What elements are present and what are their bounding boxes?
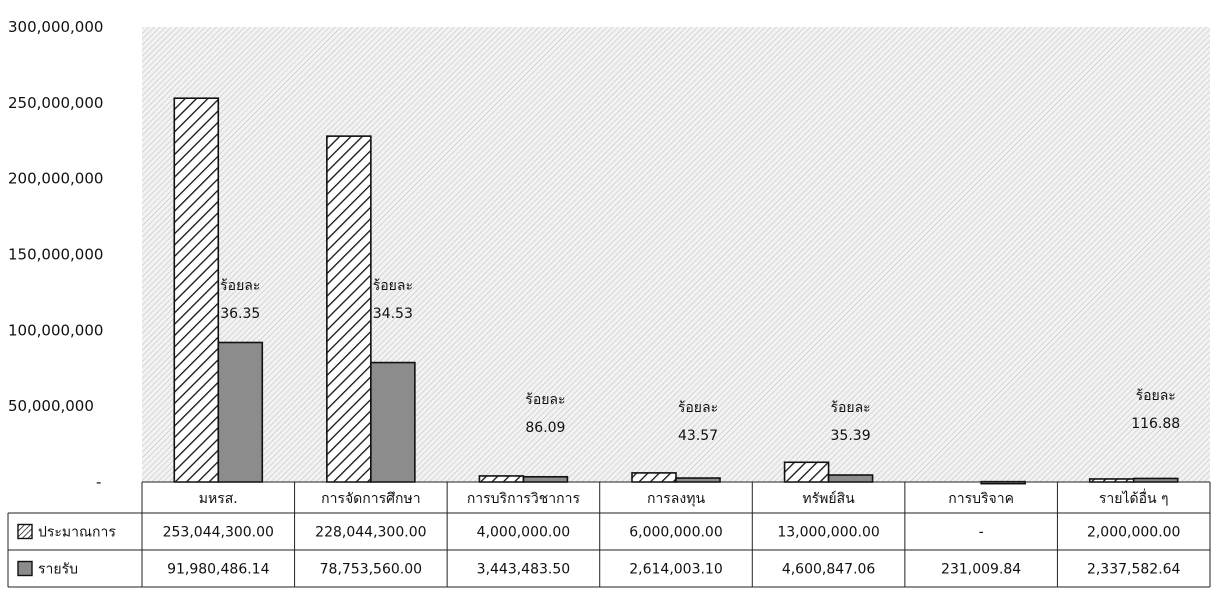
revenue-bar [370,361,416,483]
category-label: การบริจาค [948,491,1014,507]
bars [173,97,1179,485]
percent-label-value: 34.53 [373,306,413,322]
table-cell: 3,443,483.50 [477,562,571,578]
table-cell: 6,000,000.00 [629,525,723,541]
percent-label-title: ร้อยละ [1136,388,1176,404]
percent-label-title: ร้อยละ [678,400,718,416]
table-cell: 91,980,486.14 [167,562,270,578]
plot-area [142,27,1210,482]
y-tick-label: 100,000,000 [8,321,103,339]
percent-label-value: 43.57 [678,428,718,444]
table-cell: 78,753,560.00 [320,562,422,578]
percent-labels: ร้อยละ 36.35 ร้อยละ 34.53 ร้อยละ 86.09 ร้อยละ 4… [220,278,1180,444]
category-label: ทรัพย์สิน [802,490,855,507]
revenue-bar [675,477,721,483]
table-cell: 2,614,003.10 [629,562,723,578]
table-cell: 13,000,000.00 [777,525,879,541]
percent-label-title: ร้อยละ [525,392,565,408]
revenue-bar [1132,477,1179,483]
y-tick-label: 50,000,000 [8,397,94,415]
y-tick-label: 200,000,000 [8,170,103,188]
budget-bar [326,135,372,483]
category-label: การบริการวิชาการ [467,491,581,507]
percent-label-value: 116.88 [1131,416,1180,432]
category-label: รายได้อื่น ๆ [1099,489,1169,507]
percent-label-title: ร้อยละ [220,278,260,294]
category-label: การจัดการศึกษา [321,491,420,507]
category-label: มหรส. [199,491,238,507]
percent-label-value: 35.39 [831,428,871,444]
percent-label-title: ร้อยละ [830,400,870,416]
budget-bar [478,475,525,483]
y-tick-label: 250,000,000 [8,94,103,112]
category-label: การลงทุน [647,491,706,507]
y-tick-label: 300,000,000 [8,18,103,36]
table-cell: 228,044,300.00 [315,525,426,541]
table-cell: 2,000,000.00 [1087,525,1181,541]
table-cell: 253,044,300.00 [163,525,274,541]
table-cell: 2,337,582.64 [1087,562,1181,578]
table-cell: 4,000,000.00 [477,525,571,541]
table-cell: 4,600,847.06 [782,562,876,578]
revenue-bar [827,474,874,483]
y-axis: 300,000,000 250,000,000 200,000,000 150,000… [8,18,103,491]
y-tick-label: - [96,473,101,491]
budget-bar [631,472,677,483]
y-tick-label: 150,000,000 [8,246,103,264]
legend-key-budget [17,523,33,540]
percent-label-title: ร้อยละ [373,278,413,294]
revenue-bar [522,475,569,483]
budget-bar [783,461,830,483]
percent-label-value: 86.09 [525,420,565,436]
legend-label: ประมาณการ [38,525,116,541]
table-cell: 231,009.84 [941,562,1021,578]
legend-label: รายรับ [38,562,78,578]
revenue-bar [217,341,264,483]
data-table: มหรส. การจัดการศึกษา การบริการวิชาการ การลง… [7,481,1211,588]
percent-label-value: 36.35 [220,306,260,322]
budget-bar [173,97,220,483]
legend-key-revenue [17,560,33,577]
table-cell: - [979,525,984,541]
